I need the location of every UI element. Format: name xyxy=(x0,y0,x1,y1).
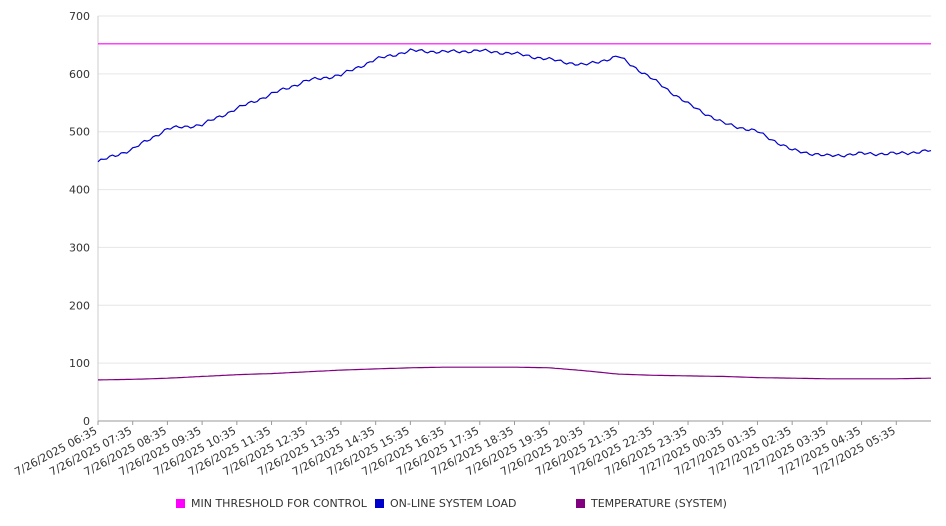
legend-label-system-load: ON-LINE SYSTEM LOAD xyxy=(390,497,517,510)
y-tick-labels: 0 100 200 300 400 500 600 700 xyxy=(69,10,90,428)
axes xyxy=(97,16,931,425)
legend-item-system-load[interactable]: ON-LINE SYSTEM LOAD xyxy=(375,497,516,510)
legend-swatch-temperature xyxy=(576,499,585,508)
y-tick-label-0: 0 xyxy=(83,415,90,428)
gridlines xyxy=(98,15,931,364)
x-tick-labels: 7/26/2025 06:357/26/2025 07:357/26/2025 … xyxy=(12,424,897,478)
y-tick-label-500: 500 xyxy=(69,126,90,139)
y-tick-label-400: 400 xyxy=(69,184,90,197)
legend-item-min-threshold[interactable]: MIN THRESHOLD FOR CONTROL xyxy=(176,497,367,510)
legend-swatch-system-load xyxy=(375,499,384,508)
y-tick-label-600: 600 xyxy=(69,68,90,81)
y-tick-label-700: 700 xyxy=(69,10,90,23)
series-lines xyxy=(97,43,932,381)
legend-swatch-min-threshold xyxy=(176,499,185,508)
legend-label-min-threshold: MIN THRESHOLD FOR CONTROL xyxy=(191,497,367,510)
series-line-temperature xyxy=(98,366,931,381)
y-tick-label-300: 300 xyxy=(69,241,90,254)
legend: MIN THRESHOLD FOR CONTROL ON-LINE SYSTEM… xyxy=(0,497,946,515)
y-tick-label-200: 200 xyxy=(69,299,90,312)
legend-label-temperature: TEMPERATURE (SYSTEM) xyxy=(591,497,727,510)
y-tick-label-100: 100 xyxy=(69,357,90,370)
legend-item-temperature[interactable]: TEMPERATURE (SYSTEM) xyxy=(576,497,727,510)
series-line-system-load xyxy=(97,48,932,163)
